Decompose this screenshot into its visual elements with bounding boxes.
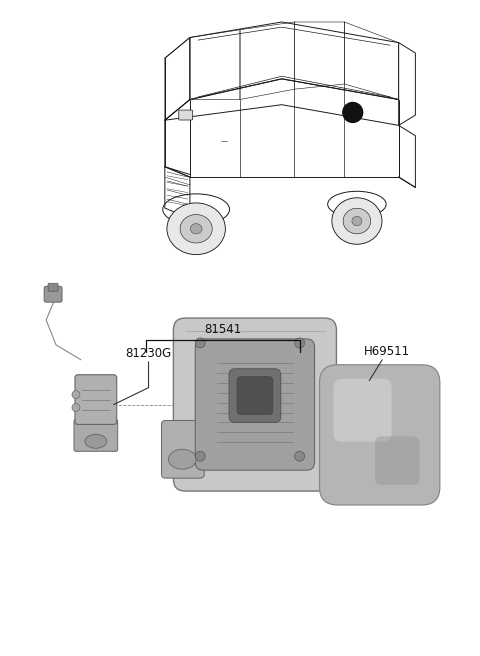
Circle shape <box>195 338 205 348</box>
FancyBboxPatch shape <box>74 419 118 451</box>
Circle shape <box>72 403 80 411</box>
FancyBboxPatch shape <box>229 369 281 422</box>
Ellipse shape <box>343 208 371 234</box>
Ellipse shape <box>167 203 226 255</box>
FancyBboxPatch shape <box>375 436 419 485</box>
Circle shape <box>195 451 205 461</box>
Circle shape <box>72 390 80 399</box>
Text: H69511: H69511 <box>364 345 410 358</box>
Text: 81230G: 81230G <box>125 347 172 359</box>
Ellipse shape <box>85 434 107 448</box>
FancyBboxPatch shape <box>195 339 314 470</box>
Text: 81541: 81541 <box>204 323 241 336</box>
FancyBboxPatch shape <box>334 379 392 441</box>
Circle shape <box>295 451 305 461</box>
FancyBboxPatch shape <box>179 110 192 120</box>
Ellipse shape <box>180 215 212 243</box>
Ellipse shape <box>332 197 382 244</box>
Circle shape <box>295 338 305 348</box>
FancyBboxPatch shape <box>237 377 273 415</box>
FancyBboxPatch shape <box>75 375 117 424</box>
FancyBboxPatch shape <box>48 283 58 291</box>
Ellipse shape <box>352 216 362 226</box>
Circle shape <box>343 102 363 123</box>
FancyBboxPatch shape <box>161 420 204 478</box>
FancyBboxPatch shape <box>44 286 62 302</box>
FancyBboxPatch shape <box>173 318 336 491</box>
Ellipse shape <box>190 224 202 234</box>
FancyBboxPatch shape <box>320 365 440 505</box>
Ellipse shape <box>168 449 196 469</box>
